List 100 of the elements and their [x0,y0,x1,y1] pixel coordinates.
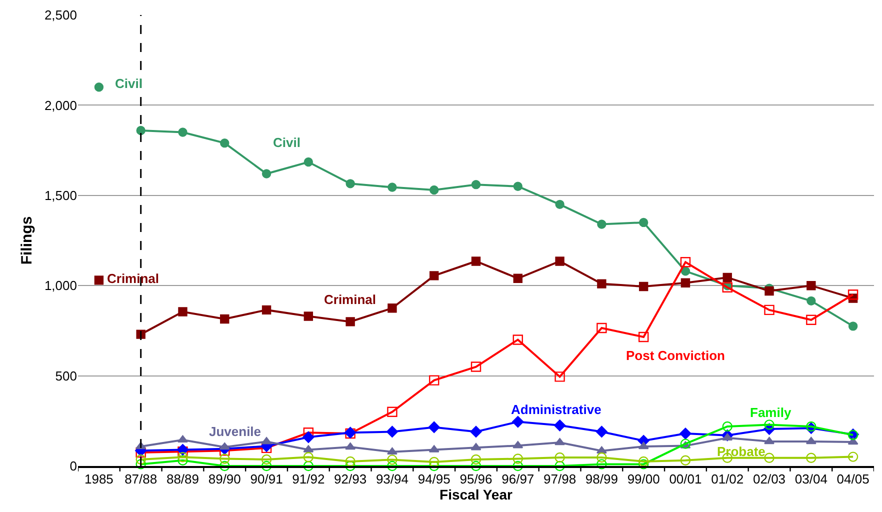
x-tick-label: 94/95 [418,471,450,486]
point [470,362,482,372]
x-tick-label: 95/96 [460,471,492,486]
y-tick-label: 1,500 [44,188,77,203]
point [303,460,314,472]
point [220,138,230,148]
point [387,460,398,472]
series-label: Juvenile [209,424,262,439]
point [388,182,397,192]
point [638,282,648,292]
point [261,454,272,465]
point [764,420,774,430]
point [848,452,858,462]
x-tick-label: 1985 [84,471,114,486]
point [513,182,522,191]
point [597,279,606,288]
point [554,420,566,432]
point [429,375,440,386]
point [304,312,314,321]
point [303,428,314,438]
point [219,442,230,450]
point [554,460,565,472]
point [303,452,314,462]
series-label: Criminal [107,271,160,286]
point [848,437,858,445]
point [178,455,188,466]
point [262,169,272,178]
point [555,200,564,210]
point [136,454,146,465]
x-tick-label: 03/04 [794,471,828,486]
point [806,296,816,306]
point [136,126,146,136]
point [94,82,104,92]
point [176,444,189,456]
x-tick-label: 04/05 [836,471,870,486]
series-label: Administrative [511,402,602,417]
point [345,460,356,472]
point [596,322,607,334]
point [346,317,355,326]
point [386,447,398,455]
point [470,454,482,465]
point [178,307,188,316]
point [554,452,565,463]
point [722,272,732,282]
x-tick-label: 98/99 [585,471,618,486]
point [638,218,648,228]
point [178,452,188,462]
point [178,128,188,137]
point [848,290,858,300]
point [596,452,607,463]
point [512,334,523,345]
x-tick-label: 92/93 [334,471,367,486]
point [386,426,398,438]
x-tick-label: 01/02 [711,471,744,486]
point [512,460,523,472]
point [220,314,230,324]
point [764,452,774,463]
point [471,256,481,266]
x-axis-title: Fiscal Year [440,486,514,502]
x-tick-label: 87/88 [124,471,158,486]
point [430,185,439,195]
point [554,438,566,446]
point [302,431,314,443]
y-tick-label: 2,500 [44,8,77,23]
point [387,406,398,417]
y-axis-title: Filings [18,216,36,265]
point [680,455,691,466]
point [596,459,607,470]
point [806,436,816,444]
x-tick-label: 96/97 [502,471,534,486]
point [345,456,356,467]
series-label: Post Conviction [626,348,726,363]
point [806,452,816,463]
point [429,456,440,468]
point [596,426,608,438]
point [638,332,649,342]
series-label: Family [750,405,792,420]
x-tick-label: 00/01 [669,471,702,486]
point [597,220,606,229]
x-tick-label: 97/98 [544,471,576,486]
point [806,314,816,325]
point [345,442,356,450]
y-tick-label: 0 [70,458,77,474]
point [764,436,774,444]
point [764,304,774,316]
x-tick-label: 93/94 [376,471,408,486]
series-label: Civil [273,135,300,150]
point [806,281,816,290]
point [680,266,690,276]
point [178,435,188,442]
y-tick-label: 2,000 [44,98,77,113]
point [638,456,649,467]
point [346,179,355,188]
point [94,276,104,285]
point [470,426,482,438]
point [722,421,732,432]
y-tick-label: 1,000 [44,278,77,294]
point [555,256,564,266]
point [428,421,440,434]
point [680,428,692,440]
